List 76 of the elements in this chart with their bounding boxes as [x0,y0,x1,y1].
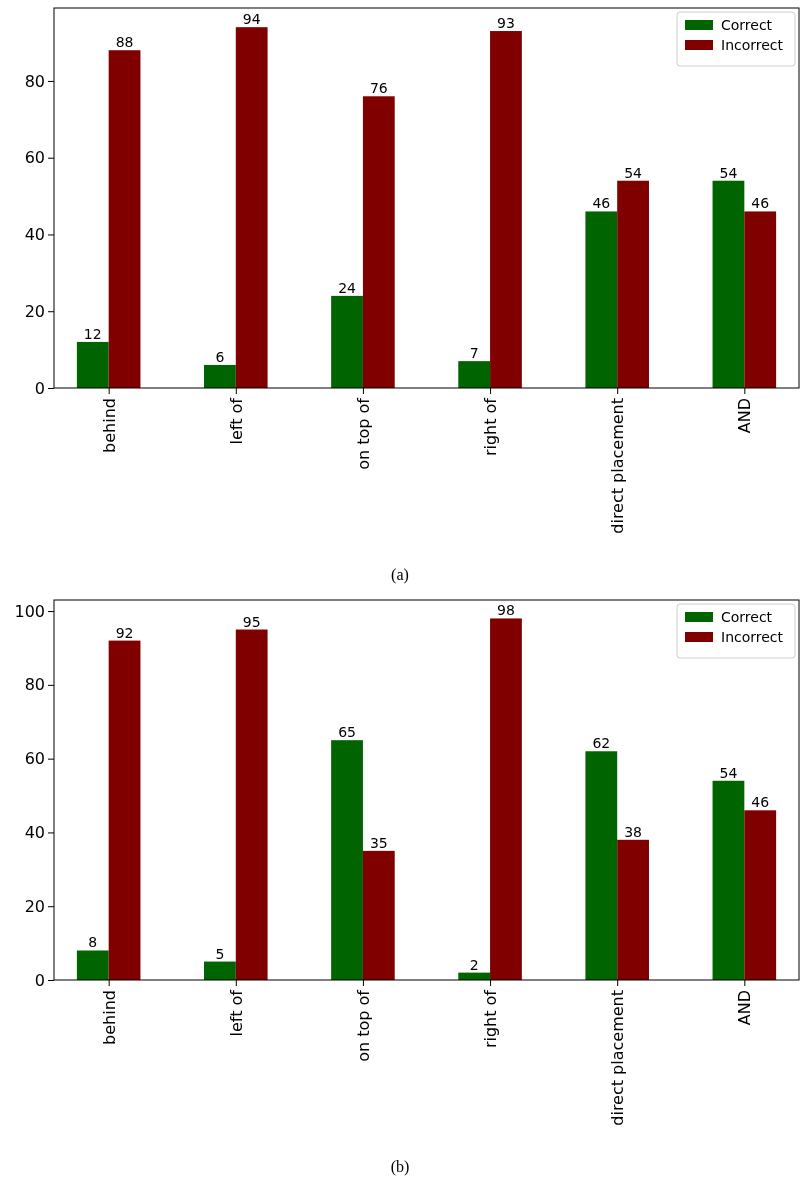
y-tick-label: 0 [34,378,45,398]
bar [362,96,395,388]
bar [331,740,363,980]
bar [362,850,395,980]
data-label: 2 [469,956,479,973]
x-tick-label: left of [226,989,246,1037]
bar [204,364,236,388]
x-tick-label: AND [735,398,755,434]
y-tick-label: 40 [24,823,45,843]
x-tick-label: AND [735,990,755,1026]
y-tick-label: 20 [24,896,45,916]
data-label: 54 [719,764,738,781]
data-label: 24 [338,279,357,296]
y-tick-label: 40 [24,225,45,245]
x-tick-label: right of [481,397,501,457]
data-label: 6 [215,348,225,365]
data-label: 46 [751,195,770,212]
y-tick-label: 100 [14,601,45,621]
data-label: 5 [215,945,225,962]
data-label: 54 [624,164,643,181]
y-tick-label: 60 [24,148,45,168]
data-label: 98 [497,602,515,619]
bar [76,341,109,388]
bar [458,361,491,388]
x-tick-label: left of [226,397,246,445]
data-label: 95 [242,613,261,630]
legend-label: Correct [721,16,773,33]
y-tick-label: 20 [24,301,45,321]
bar [331,295,363,388]
bar [235,27,268,388]
x-tick-label: behind [99,398,119,453]
y-tick-label: 60 [24,749,45,769]
data-label: 35 [369,834,388,851]
bar [585,211,618,388]
bar [712,780,745,980]
data-label: 93 [497,15,515,32]
y-tick-label: 80 [24,675,45,695]
x-tick-label: on top of [354,989,374,1062]
legend-label: Incorrect [721,36,784,53]
bar [617,180,649,388]
y-tick-label: 80 [24,71,45,91]
data-label: 38 [624,823,643,840]
bar [585,751,618,980]
data-label: 92 [115,624,134,641]
bar [490,618,522,980]
bar [744,810,777,980]
data-label: 7 [469,345,479,362]
y-tick-label: 0 [34,970,45,990]
data-label: 76 [369,80,388,97]
text: (b) [390,1158,410,1176]
data-label: 46 [592,195,611,212]
data-label: 65 [338,724,356,741]
bar [744,211,777,388]
data-label: 8 [88,934,98,951]
bar [490,31,522,388]
x-tick-label: right of [481,989,501,1049]
x-tick-label: direct placement [608,990,628,1126]
data-label: 54 [719,164,738,181]
x-tick-label: behind [99,990,119,1045]
text: (a) [391,566,409,584]
data-label: 62 [592,735,611,752]
x-tick-label: on top of [354,397,374,470]
legend-label: Incorrect [721,628,784,645]
data-label: 88 [115,34,134,51]
x-tick-label: direct placement [608,398,628,534]
bar [76,950,109,980]
bar [617,839,649,980]
data-label: 12 [83,325,102,342]
data-label: 94 [242,11,261,28]
legend-label: Correct [721,608,773,625]
bar [235,629,268,980]
bar [204,961,236,980]
bar [712,180,745,388]
data-label: 46 [751,794,770,811]
bar [108,640,141,980]
bar [108,50,141,388]
